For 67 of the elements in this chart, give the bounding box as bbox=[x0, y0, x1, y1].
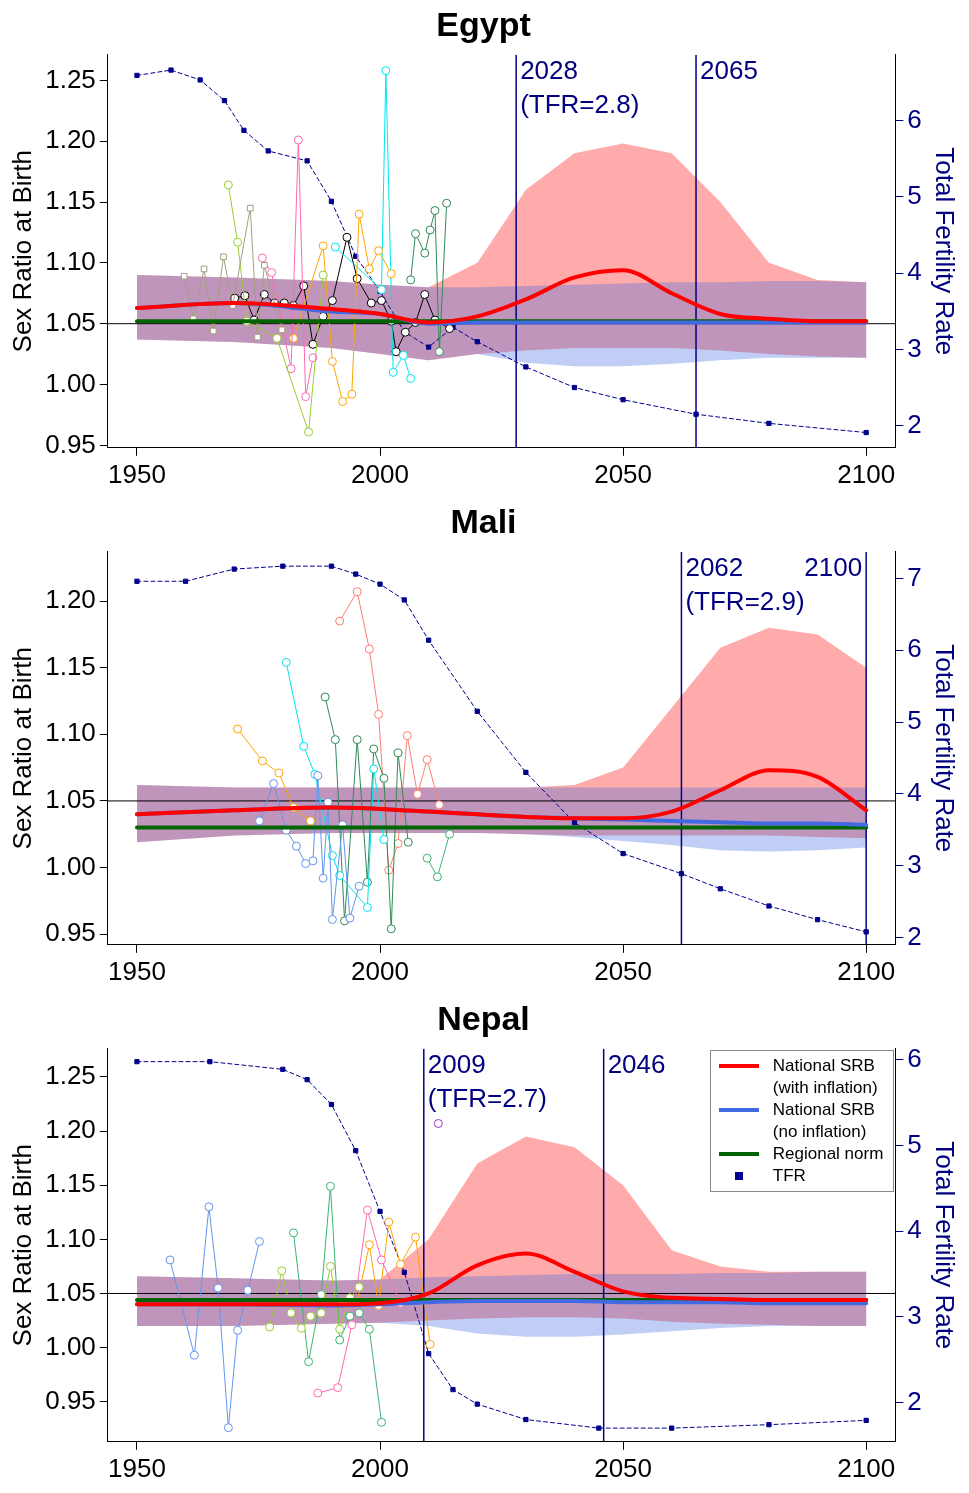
y-tick-label: 1.00 bbox=[45, 1330, 96, 1361]
chart-title: Mali bbox=[450, 501, 517, 540]
x-tick-label: 2000 bbox=[351, 458, 409, 489]
y-axis-title: Sex Ratio at Birth bbox=[6, 647, 37, 850]
x-tick-label: 2100 bbox=[837, 458, 896, 489]
x-tick-label: 2100 bbox=[837, 955, 896, 986]
ref-line-label: 2100 bbox=[804, 551, 863, 582]
x-tick-label: 2050 bbox=[594, 1452, 653, 1483]
ref-line-label: 2062 (TFR=2.9) bbox=[685, 551, 805, 616]
y-tick-label: 0.95 bbox=[45, 1384, 96, 1415]
y-tick-label: 0.95 bbox=[45, 917, 96, 948]
y2-tick-label: 6 bbox=[907, 1043, 922, 1074]
x-tick-label: 1950 bbox=[108, 458, 166, 489]
y2-tick-label: 5 bbox=[907, 179, 922, 210]
y2-tick-label: 4 bbox=[907, 777, 922, 808]
y-tick-label: 1.25 bbox=[45, 63, 96, 94]
chart-title: Egypt bbox=[436, 4, 531, 43]
y-tick-label: 1.15 bbox=[45, 650, 96, 681]
y2-tick-label: 3 bbox=[907, 848, 922, 879]
y2-tick-label: 5 bbox=[907, 705, 922, 736]
chart-title: Nepal bbox=[437, 998, 530, 1037]
x-tick-label: 1950 bbox=[108, 1452, 166, 1483]
y-tick-label: 1.00 bbox=[45, 367, 96, 398]
x-tick-label: 2000 bbox=[351, 955, 409, 986]
y-tick-label: 1.10 bbox=[45, 1222, 96, 1253]
x-tick-label: 2050 bbox=[594, 955, 653, 986]
y2-tick-label: 2 bbox=[907, 1385, 922, 1416]
y-tick-label: 1.15 bbox=[45, 1168, 96, 1199]
y-tick-label: 1.00 bbox=[45, 850, 96, 881]
y-tick-label: 1.20 bbox=[45, 124, 96, 155]
y-tick-label: 1.10 bbox=[45, 246, 96, 277]
x-tick-label: 2100 bbox=[837, 1452, 896, 1483]
y-tick-label: 1.10 bbox=[45, 717, 96, 748]
ref-line-label: 2065 bbox=[700, 54, 758, 85]
y-tick-label: 1.25 bbox=[45, 1060, 96, 1091]
y2-tick-label: 4 bbox=[907, 256, 922, 287]
y2-tick-label: 5 bbox=[907, 1128, 922, 1159]
ref-line-label: 2046 bbox=[607, 1048, 666, 1079]
y2-tick-label: 7 bbox=[907, 561, 922, 592]
y2-axis-title: Total Fertility Rate bbox=[930, 1141, 961, 1350]
y2-tick-label: 4 bbox=[907, 1214, 922, 1245]
y-tick-label: 0.95 bbox=[45, 428, 96, 459]
y2-axis-title: Total Fertility Rate bbox=[930, 147, 961, 356]
legend-label: National SRB (with inflation) bbox=[772, 1054, 878, 1099]
legend-label: National SRB (no inflation) bbox=[772, 1098, 875, 1143]
y-tick-label: 1.15 bbox=[45, 185, 96, 216]
x-tick-label: 2000 bbox=[351, 1452, 409, 1483]
y2-tick-label: 6 bbox=[907, 103, 922, 134]
x-tick-label: 2050 bbox=[594, 458, 653, 489]
y-tick-label: 1.05 bbox=[45, 306, 96, 337]
y-tick-label: 1.20 bbox=[45, 1114, 96, 1145]
y-axis-title: Sex Ratio at Birth bbox=[6, 150, 37, 353]
legend-label: Regional norm bbox=[772, 1142, 884, 1165]
x-tick-label: 1950 bbox=[108, 955, 166, 986]
y-tick-label: 1.05 bbox=[45, 784, 96, 815]
y-tick-label: 1.20 bbox=[45, 584, 96, 615]
y-axis-title: Sex Ratio at Birth bbox=[6, 1144, 37, 1347]
y-tick-label: 1.05 bbox=[45, 1276, 96, 1307]
y2-tick-label: 3 bbox=[907, 1299, 922, 1330]
y2-tick-label: 2 bbox=[907, 920, 922, 951]
y2-tick-label: 2 bbox=[907, 408, 922, 439]
ref-line-label: 2009 (TFR=2.7) bbox=[427, 1048, 547, 1113]
ref-line-label: 2028 (TFR=2.8) bbox=[520, 54, 640, 119]
legend-label: TFR bbox=[772, 1164, 806, 1187]
y2-tick-label: 6 bbox=[907, 633, 922, 664]
y2-tick-label: 3 bbox=[907, 332, 922, 363]
y2-axis-title: Total Fertility Rate bbox=[930, 644, 961, 853]
